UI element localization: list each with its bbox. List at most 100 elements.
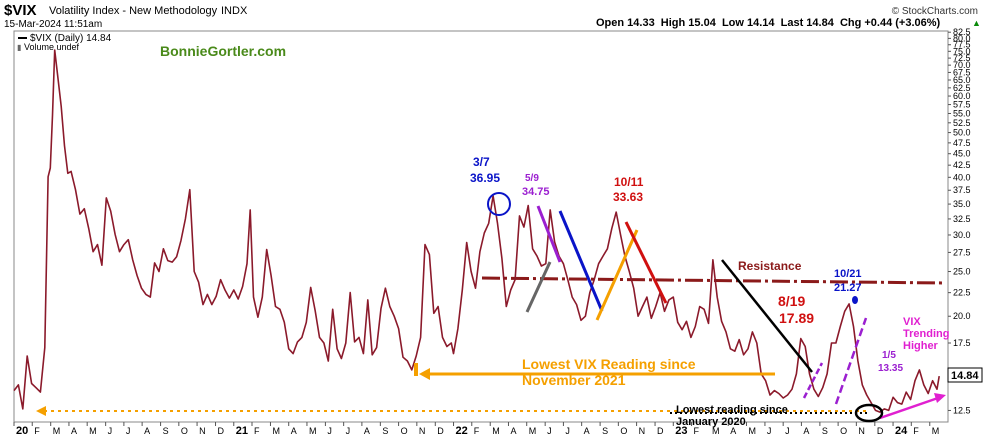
y-tick-label: 70.0 — [953, 60, 971, 70]
x-tick-label: N — [199, 426, 206, 436]
x-tick-label: J — [327, 426, 332, 436]
jan2020-low-arrow-icon — [36, 406, 46, 416]
x-tick-label: A — [803, 426, 809, 436]
x-tick-label: M — [53, 426, 61, 436]
y-tick-label: 12.5 — [953, 405, 971, 415]
x-tick-label: M — [529, 426, 537, 436]
y-tick-label: 47.5 — [953, 138, 971, 148]
vix-price-line — [13, 49, 940, 413]
watermark: BonnieGortler.com — [160, 43, 286, 59]
y-tick-label: 32.5 — [953, 214, 971, 224]
y-tick-label: 35.0 — [953, 199, 971, 209]
x-tick-label: J — [346, 426, 351, 436]
y-tick-label: 72.5 — [953, 53, 971, 63]
trend-line-purple-may — [536, 205, 562, 263]
x-tick-label: S — [602, 426, 608, 436]
oct21-date-label: 10/21 — [834, 268, 862, 280]
y-tick-label: 67.5 — [953, 67, 971, 77]
x-tick-label: A — [71, 426, 77, 436]
y-tick-label: 17.5 — [953, 338, 971, 348]
trend-line-grey — [525, 261, 552, 313]
legend-volume-label: Volume undef — [24, 42, 80, 52]
x-tick-label: M — [309, 426, 317, 436]
trend-line-black-aug — [721, 259, 813, 373]
aug19-value-label: 17.89 — [779, 310, 814, 326]
x-tick-label: J — [126, 426, 131, 436]
x-tick-label: A — [730, 426, 736, 436]
y-tick-label: 37.5 — [953, 185, 971, 195]
x-tick-label: J — [547, 426, 552, 436]
chart-name: Volatility Index - New Methodology — [49, 5, 218, 17]
lowest-jan2020-label-2: January 2020 — [676, 416, 746, 428]
x-tick-label: O — [181, 426, 188, 436]
x-tick-label: F — [474, 426, 480, 436]
x-tick-label: F — [34, 426, 40, 436]
x-tick-label: A — [510, 426, 516, 436]
x-tick-label: O — [401, 426, 408, 436]
y-tick-label: 82.5 — [953, 27, 971, 37]
chart-date-time: 15-Mar-2024 11:51am — [4, 19, 102, 30]
chart-symbol: $VIX — [4, 2, 37, 19]
y-tick-label: 60.0 — [953, 91, 971, 101]
x-tick-label: F — [913, 426, 919, 436]
jan5-date-label: 1/5 — [882, 350, 896, 361]
oct21-value-label: 21.27 — [834, 282, 862, 294]
x-tick-label: O — [620, 426, 627, 436]
x-tick-label: J — [108, 426, 113, 436]
lowest-nov2021-label-1: Lowest VIX Reading since — [522, 356, 696, 372]
y-tick-label: 20.0 — [953, 311, 971, 321]
y-tick-label: 77.5 — [953, 40, 971, 50]
last-value-label: 14.84 — [951, 370, 979, 382]
x-tick-label: M — [89, 426, 97, 436]
jan5-value-label: 13.35 — [878, 363, 903, 374]
y-tick-label: 75.0 — [953, 46, 971, 56]
x-tick-label: N — [639, 426, 646, 436]
mar7-value-label: 36.95 — [470, 171, 500, 185]
x-tick-label: M — [272, 426, 280, 436]
x-tick-label: 24 — [895, 425, 908, 437]
y-tick-label: 22.5 — [953, 288, 971, 298]
x-tick-label: F — [254, 426, 260, 436]
x-tick-label: M — [932, 426, 940, 436]
x-tick-label: D — [877, 426, 884, 436]
x-tick-label: 23 — [675, 425, 687, 437]
trend-line-purple-oct — [834, 317, 868, 405]
vix-trending-label-2: Trending — [903, 328, 949, 340]
trend-line-purple-aug — [802, 362, 824, 399]
x-tick-label: N — [419, 426, 426, 436]
resistance-line — [481, 276, 946, 285]
x-axis: 20 F M A M J J A S O N D 21 F M A M J J A S O N D 22 F M A M J J A S O N D 2… — [13, 422, 940, 437]
may9-value-label: 34.75 — [522, 186, 550, 198]
trend-line-magenta — [879, 396, 939, 420]
y-tick-label: 65.0 — [953, 75, 971, 85]
oct11-date-label: 10/11 — [614, 175, 644, 189]
x-tick-label: O — [840, 426, 847, 436]
volume-bar-icon: ▮ — [17, 43, 21, 52]
aug19-date-label: 8/19 — [778, 293, 805, 309]
chart-exchange: INDX — [221, 5, 248, 17]
legend-series-label: $VIX (Daily) 14.84 — [30, 33, 112, 44]
x-tick-label: D — [218, 426, 225, 436]
y-tick-label: 45.0 — [953, 149, 971, 159]
chart-source: © StockCharts.com — [892, 6, 978, 17]
y-tick-label: 30.0 — [953, 230, 971, 240]
last-value-tag — [947, 367, 983, 383]
y-tick-label: 52.5 — [953, 118, 971, 128]
trend-line-orange — [595, 229, 639, 321]
x-tick-label: J — [785, 426, 790, 436]
mar7-date-label: 3/7 — [473, 155, 490, 169]
x-tick-label: A — [364, 426, 370, 436]
y-tick-label: 50.0 — [953, 128, 971, 138]
mar7-peak-circle — [487, 192, 511, 216]
x-tick-label: S — [822, 426, 828, 436]
trend-line-red — [624, 221, 668, 304]
nov2021-low-arrow-icon — [419, 368, 430, 380]
x-tick-label: A — [584, 426, 590, 436]
x-tick-label: S — [382, 426, 388, 436]
trend-arrow-icon — [934, 393, 946, 403]
x-tick-label: D — [437, 426, 444, 436]
up-arrow-icon: ▲ — [972, 18, 981, 28]
y-tick-label: 40.0 — [953, 172, 971, 182]
oct21-peak-marker — [852, 296, 858, 304]
